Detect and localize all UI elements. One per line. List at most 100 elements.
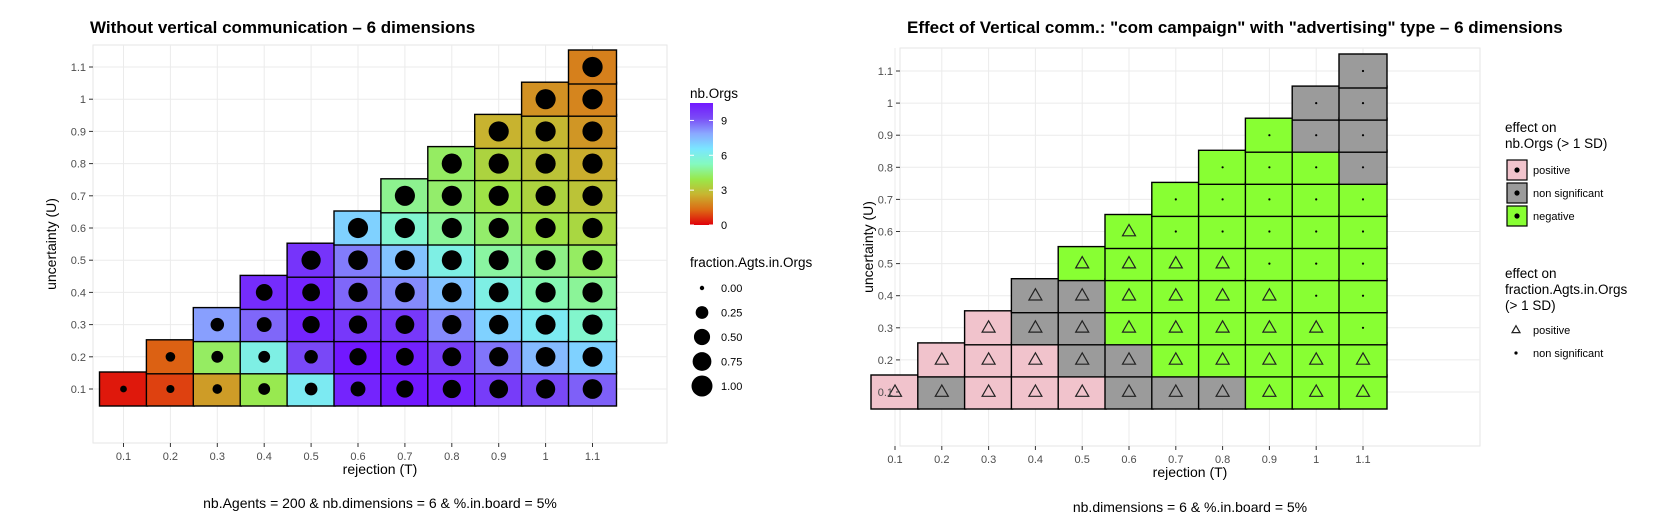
triangle-point bbox=[1215, 383, 1231, 397]
size-point bbox=[582, 250, 603, 271]
size-point bbox=[535, 379, 556, 399]
chart-right: Effect of Vertical comm.: "com campaign"… bbox=[860, 18, 1628, 515]
triangle-point bbox=[1308, 383, 1324, 397]
heatmap-cell bbox=[1104, 310, 1154, 346]
dot-point bbox=[1315, 198, 1318, 201]
heatmap-cell bbox=[1338, 342, 1388, 378]
dot-point bbox=[1361, 230, 1365, 233]
size-point bbox=[256, 317, 272, 333]
size-point bbox=[348, 315, 368, 334]
x-tick-label: 0.9 bbox=[491, 451, 506, 463]
heatmap-cell bbox=[1151, 310, 1201, 346]
triangle-point bbox=[934, 351, 950, 365]
heatmap-cell bbox=[1010, 310, 1061, 346]
left-x-ticks: 0.1 0.2 0.3 0.4 0.5 0.6 0.7 0.8 0.9 1 1.1 bbox=[116, 443, 600, 463]
colorbar-tick-label: 6 bbox=[721, 150, 727, 162]
size-point bbox=[441, 153, 462, 174]
y-tick-label: 0.3 bbox=[71, 320, 86, 332]
heatmap-cell bbox=[1244, 310, 1295, 346]
triangle-point bbox=[1168, 319, 1184, 333]
dot-point bbox=[1268, 230, 1271, 233]
size-point bbox=[535, 185, 556, 206]
y-tick-label: 0.1 bbox=[71, 384, 86, 396]
x-tick-label: 0.3 bbox=[210, 451, 225, 463]
y-tick-label: 0.9 bbox=[71, 126, 86, 138]
size-point bbox=[441, 282, 462, 303]
y-tick-label: 0.9 bbox=[878, 130, 893, 142]
heatmap-cell bbox=[1104, 342, 1154, 378]
dot-point bbox=[1174, 198, 1177, 201]
triangle-point bbox=[1027, 287, 1043, 301]
x-tick-label: 0.4 bbox=[1028, 454, 1043, 466]
right-x-axis-label: rejection (T) bbox=[1153, 464, 1228, 480]
heatmap-cell bbox=[1057, 342, 1107, 378]
right-y-ticks: 0.1 0.2 0.3 0.4 0.5 0.6 0.7 0.8 0.9 1 1.1 bbox=[878, 66, 900, 399]
size-point bbox=[255, 284, 273, 301]
y-tick-label: 0.6 bbox=[878, 227, 893, 239]
dot-point bbox=[1315, 166, 1318, 169]
size-point bbox=[535, 282, 556, 303]
shape-legend-title-line: fraction.Agts.in.Orgs bbox=[1505, 282, 1628, 297]
heatmap-cell bbox=[1151, 342, 1201, 378]
colorbar-ticks: 0 3 6 9 bbox=[690, 115, 727, 232]
x-tick-label: 0.4 bbox=[257, 451, 272, 463]
heatmap-cell bbox=[1291, 374, 1341, 410]
size-legend-label: 1.00 bbox=[721, 381, 742, 393]
right-chart-title: Effect of Vertical comm.: "com campaign"… bbox=[907, 18, 1563, 37]
dot-point bbox=[1315, 102, 1318, 105]
dot-point bbox=[1221, 198, 1224, 201]
size-point bbox=[441, 185, 462, 206]
heatmap-cell bbox=[1244, 278, 1295, 314]
x-tick-label: 1 bbox=[543, 451, 549, 463]
triangle-point bbox=[1027, 319, 1043, 333]
y-tick-label: 0.7 bbox=[71, 191, 86, 203]
right-shape-points bbox=[887, 69, 1371, 397]
left-y-ticks: 0.1 0.2 0.3 0.4 0.5 0.6 0.7 0.8 0.9 1 1.1 bbox=[71, 62, 93, 396]
dot-point bbox=[1361, 326, 1365, 329]
size-point bbox=[348, 250, 368, 271]
heatmap-cell bbox=[1151, 278, 1201, 314]
size-legend-dot bbox=[695, 306, 709, 319]
dot-point bbox=[1315, 262, 1318, 265]
triangle-point bbox=[981, 319, 997, 333]
y-tick-label: 1 bbox=[80, 94, 86, 106]
heatmap-cell bbox=[1291, 342, 1341, 378]
y-tick-label: 0.1 bbox=[878, 387, 893, 399]
dot-point bbox=[1361, 102, 1365, 105]
triangle-point bbox=[1027, 383, 1043, 397]
size-point bbox=[582, 217, 603, 239]
dot-point bbox=[1361, 166, 1365, 169]
y-tick-label: 0.6 bbox=[71, 223, 86, 235]
size-point bbox=[535, 217, 556, 239]
size-point bbox=[488, 314, 509, 335]
triangle-point bbox=[1121, 223, 1137, 237]
triangle-point bbox=[1215, 287, 1231, 301]
heatmap-cell bbox=[1057, 310, 1107, 346]
size-point bbox=[301, 250, 321, 270]
size-point bbox=[304, 382, 318, 396]
triangle-point bbox=[1355, 351, 1371, 365]
y-tick-label: 0.5 bbox=[878, 259, 893, 271]
heatmap-cell bbox=[1197, 310, 1248, 346]
dot-point bbox=[1174, 230, 1177, 233]
heatmap-cell bbox=[870, 374, 920, 410]
x-tick-label: 0.2 bbox=[163, 451, 178, 463]
left-fill-legend: nb.Orgs 0 3 6 9 bbox=[690, 86, 738, 232]
triangle-point bbox=[1121, 255, 1137, 269]
size-point bbox=[394, 250, 415, 271]
triangle-point bbox=[934, 383, 950, 397]
fill-legend-title-line: effect on bbox=[1505, 120, 1557, 135]
heatmap-cell bbox=[917, 374, 967, 410]
size-point bbox=[396, 347, 414, 366]
fill-legend-title: nb.Orgs bbox=[690, 86, 738, 101]
size-point bbox=[582, 346, 603, 367]
triangle-point bbox=[1261, 383, 1277, 397]
size-point bbox=[582, 153, 603, 174]
left-size-points bbox=[120, 56, 603, 399]
triangle-point bbox=[1074, 287, 1090, 301]
heatmap-cell bbox=[333, 339, 383, 375]
dot-point bbox=[1315, 230, 1318, 233]
colorbar-tick-label: 3 bbox=[721, 185, 727, 197]
